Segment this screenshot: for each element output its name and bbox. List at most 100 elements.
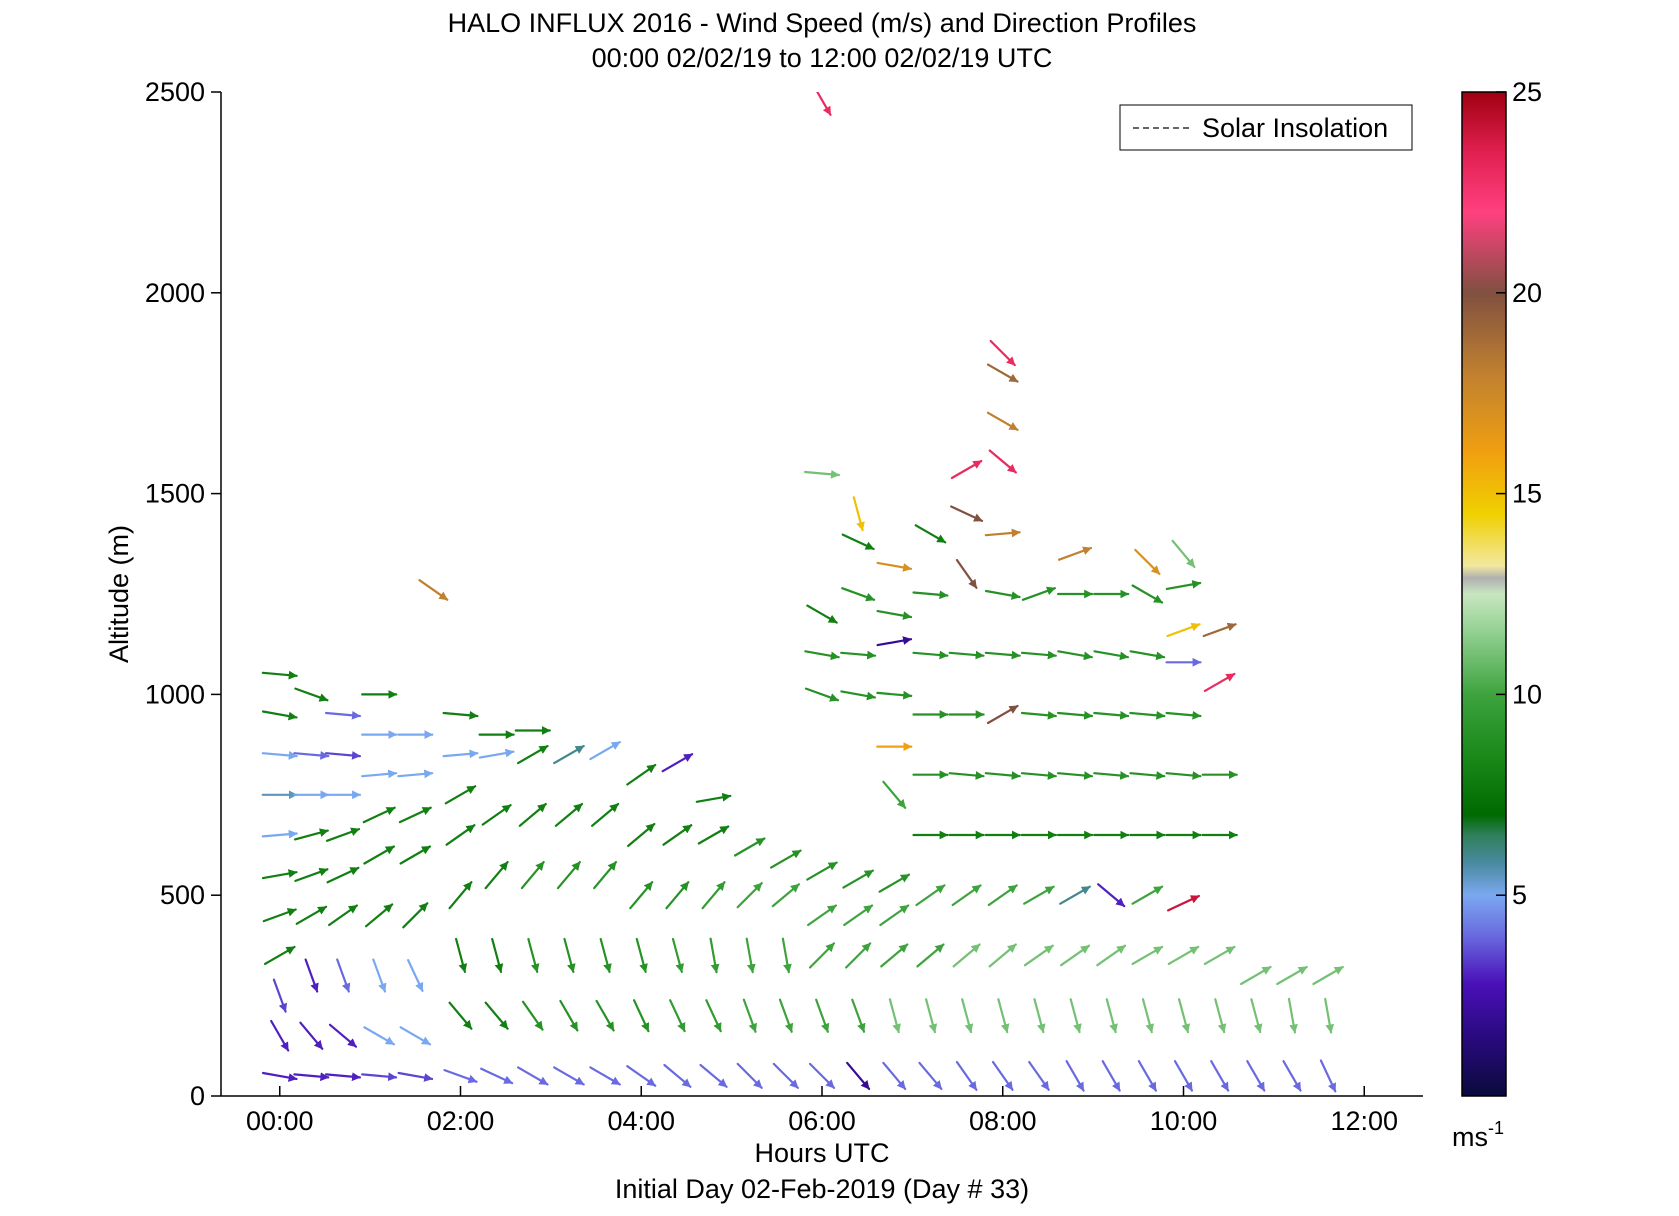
wind-vector <box>365 903 394 928</box>
wind-vector <box>986 704 1019 725</box>
wind-vector <box>1057 546 1093 561</box>
wind-vector <box>948 650 985 660</box>
wind-vector <box>876 690 913 700</box>
x-tick-label: 10:00 <box>1150 1106 1218 1136</box>
wind-vector <box>599 937 612 974</box>
wind-vector <box>293 828 329 841</box>
wind-vector <box>665 881 690 910</box>
wind-vector <box>325 827 361 842</box>
plot-axes: 0 500 1000 1500 2000 2500 00:00 02:00 04:00 06:0… <box>145 77 1423 1136</box>
wind-vector <box>261 751 298 760</box>
wind-vector <box>442 710 479 720</box>
wind-vector <box>336 958 351 993</box>
wind-vector <box>1287 997 1298 1034</box>
wind-vector <box>1101 1060 1121 1092</box>
wind-vector <box>295 905 328 925</box>
wind-vector <box>1202 622 1237 638</box>
wind-vector <box>950 505 984 523</box>
wind-vector <box>952 943 981 968</box>
wind-vector <box>1020 650 1057 660</box>
wind-vector <box>325 1072 361 1082</box>
y-axis-label: Altitude (m) <box>104 525 134 663</box>
wind-vector <box>484 860 509 890</box>
wind-vector <box>442 749 479 759</box>
wind-vector <box>527 937 540 974</box>
wind-vector <box>481 803 512 826</box>
wind-vector <box>261 869 298 880</box>
wind-vector <box>635 937 648 974</box>
wind-vector <box>912 650 949 660</box>
wind-vector <box>804 687 840 702</box>
wind-vector <box>361 769 398 779</box>
wind-vector <box>1319 1059 1337 1093</box>
colorbar-tick-label: 10 <box>1512 679 1542 709</box>
wind-vector <box>745 937 756 974</box>
wind-vector <box>879 904 910 927</box>
wind-vector <box>270 1019 290 1052</box>
y-tick-label: 500 <box>160 880 205 910</box>
wind-vector <box>1250 998 1263 1034</box>
chart-subtitle: 00:00 02/02/19 to 12:00 02/02/19 UTC <box>592 43 1053 73</box>
wind-vector <box>1324 997 1335 1034</box>
wind-vector <box>1214 998 1227 1034</box>
y-tick-label: 0 <box>190 1081 205 1111</box>
wind-vector <box>1166 894 1201 912</box>
legend-box <box>1119 104 1413 151</box>
wind-vector <box>1093 710 1130 720</box>
wind-vector <box>742 998 757 1033</box>
wind-vector <box>626 763 657 786</box>
wind-vector <box>629 881 654 910</box>
wind-vector <box>595 999 615 1032</box>
wind-vector <box>951 884 982 907</box>
x-axis-label: Hours UTC <box>754 1138 889 1168</box>
wind-vector <box>771 883 801 908</box>
wind-vector <box>989 339 1016 367</box>
wind-vector <box>516 1066 549 1086</box>
wind-vectors <box>261 92 1344 1093</box>
wind-vector <box>840 690 877 701</box>
wind-vector <box>987 884 1018 907</box>
wind-vector <box>1033 998 1046 1034</box>
wind-vector <box>589 1066 621 1086</box>
wind-vector <box>627 822 656 848</box>
wind-vector <box>520 860 545 890</box>
wind-vector <box>362 806 396 824</box>
wind-vector <box>418 579 449 601</box>
wind-vector <box>851 998 866 1033</box>
wind-vector <box>261 670 298 680</box>
wind-vector <box>806 904 838 927</box>
wind-vector <box>1028 1060 1050 1091</box>
wind-vector <box>1105 998 1118 1034</box>
colorbar-units: ms-1 <box>1452 1118 1504 1152</box>
wind-vector <box>841 587 876 602</box>
wind-vector <box>882 780 907 809</box>
wind-vector <box>589 740 621 761</box>
wind-vector <box>840 650 877 660</box>
wind-vector <box>328 904 358 927</box>
wind-vector <box>448 881 473 910</box>
wind-vector <box>455 937 468 974</box>
wind-vector <box>1021 586 1057 601</box>
wind-vector <box>955 558 978 589</box>
wind-vector <box>1131 945 1164 966</box>
y-tick-label: 2000 <box>145 278 205 308</box>
x-tick-label: 04:00 <box>607 1106 675 1136</box>
wind-vector <box>991 1060 1014 1091</box>
wind-vector <box>553 744 585 765</box>
wind-vector <box>1020 710 1057 720</box>
wind-vector <box>988 449 1017 474</box>
wind-vector <box>397 769 434 779</box>
wind-vector <box>1020 771 1057 780</box>
wind-vector <box>984 528 1021 538</box>
y-tick-label: 2500 <box>145 77 205 107</box>
wind-vector <box>361 1072 398 1082</box>
x-tick-label: 00:00 <box>246 1106 314 1136</box>
wind-vector <box>397 1071 434 1082</box>
wind-vector <box>915 884 946 907</box>
wind-vector <box>841 533 875 551</box>
wind-vector <box>261 1071 298 1082</box>
wind-vector <box>293 751 330 760</box>
wind-vector <box>778 998 794 1033</box>
wind-vector <box>261 829 298 839</box>
wind-vector <box>804 650 840 661</box>
